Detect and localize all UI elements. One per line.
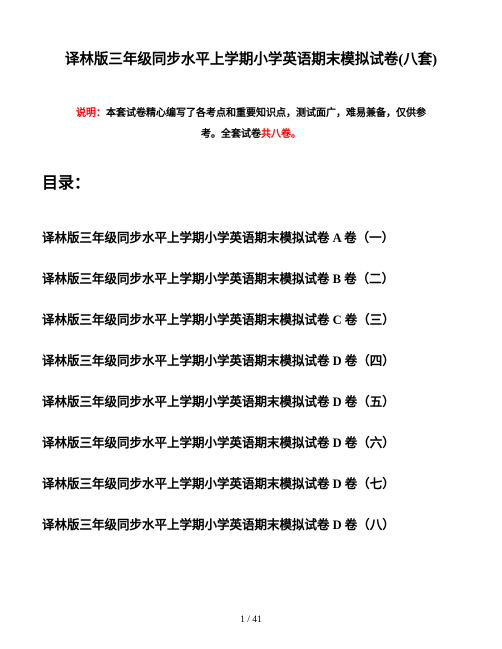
document-title: 译林版三年级同步水平上学期小学英语期末模拟试卷(八套) — [42, 48, 460, 69]
note-block: 说明：本套试卷精心编写了各考点和重要知识点，测试面广，难易兼备，仅供参 考。全套… — [42, 103, 460, 145]
toc-item: 译林版三年级同步水平上学期小学英语期末模拟试卷 D 卷（八） — [42, 514, 460, 533]
note-tail: 共八卷。 — [261, 129, 301, 140]
note-body-2: 考。全套试卷 — [201, 129, 261, 140]
note-lead: 说明： — [76, 108, 106, 119]
toc-item: 译林版三年级同步水平上学期小学英语期末模拟试卷 B 卷（二） — [42, 268, 460, 287]
toc-item: 译林版三年级同步水平上学期小学英语期末模拟试卷 D 卷（六） — [42, 432, 460, 451]
page-footer: 1 / 41 — [0, 615, 502, 625]
toc-item: 译林版三年级同步水平上学期小学英语期末模拟试卷 D 卷（七） — [42, 473, 460, 492]
toc-item: 译林版三年级同步水平上学期小学英语期末模拟试卷 A 卷（一） — [42, 227, 460, 246]
toc-heading: 目录： — [42, 169, 460, 193]
toc-item: 译林版三年级同步水平上学期小学英语期末模拟试卷 D 卷（五） — [42, 391, 460, 410]
page-container: 译林版三年级同步水平上学期小学英语期末模拟试卷(八套) 说明：本套试卷精心编写了… — [0, 0, 502, 533]
toc-item: 译林版三年级同步水平上学期小学英语期末模拟试卷 D 卷（四） — [42, 350, 460, 369]
note-body-1: 本套试卷精心编写了各考点和重要知识点，测试面广，难易兼备，仅供参 — [106, 108, 426, 119]
toc-item: 译林版三年级同步水平上学期小学英语期末模拟试卷 C 卷（三） — [42, 309, 460, 328]
toc-list: 译林版三年级同步水平上学期小学英语期末模拟试卷 A 卷（一） 译林版三年级同步水… — [42, 227, 460, 533]
